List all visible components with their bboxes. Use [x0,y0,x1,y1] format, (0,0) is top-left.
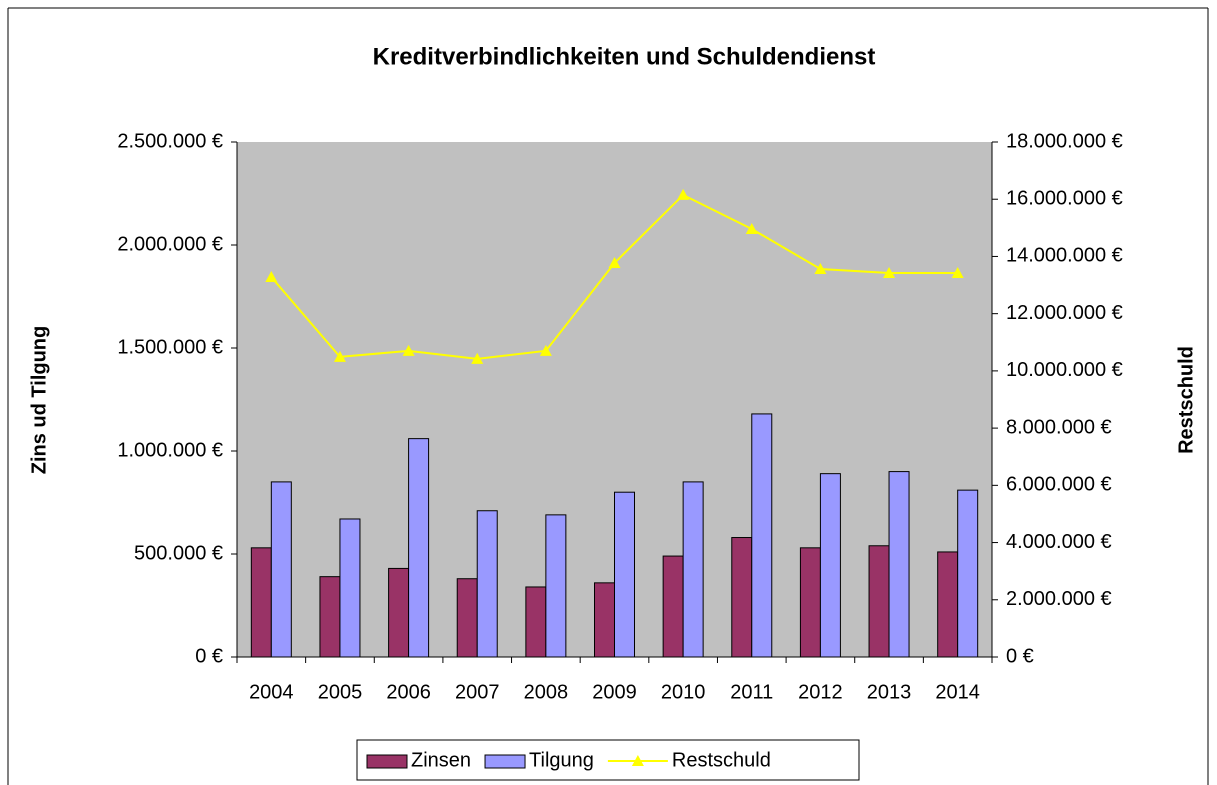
x-tick-label: 2011 [730,681,773,703]
legend-label: Tilgung [529,749,594,771]
legend-marker [631,755,644,766]
y2-tick-label: 14.000.000 € [1006,245,1123,267]
marker [608,257,621,269]
y2-tick-label: 4.000.000 € [1006,531,1112,553]
x-tick-label: 2013 [867,681,912,703]
bar [456,578,478,658]
chart-title: Kreditverbindlichkeiten und Schuldendien… [373,43,876,70]
marker [951,267,964,279]
x-tick-label: 2006 [386,681,431,703]
y2-tick-label: 8.000.000 € [1006,416,1112,438]
y2-axis-title: Restschuld [1175,346,1197,454]
y-tick-label: 0 € [195,645,223,667]
x-tick-label: 2005 [318,681,363,703]
bar [682,481,704,658]
bar [339,518,361,658]
y-tick-label: 1.000.000 € [117,439,223,461]
bar [751,413,773,658]
marker [333,350,346,362]
bar [388,567,410,658]
y-tick-label: 500.000 € [134,542,223,564]
x-tick-label: 2010 [661,681,706,703]
marker [402,344,415,356]
marker [745,222,758,234]
legend-swatch [484,754,526,769]
bar [937,551,959,658]
bar [525,586,547,658]
y2-tick-label: 16.000.000 € [1006,188,1123,210]
marker [265,271,278,283]
y2-tick-label: 2.000.000 € [1006,588,1112,610]
bar [476,510,498,658]
x-tick-label: 2007 [455,681,500,703]
bar [957,489,979,658]
bar [594,582,615,658]
y2-tick-label: 6.000.000 € [1006,474,1112,496]
bar [614,491,635,658]
x-tick-label: 2009 [592,681,637,703]
bar [545,514,567,658]
bar [662,555,684,658]
bar [408,438,430,658]
bar [250,547,272,658]
bar [868,545,890,658]
marker [814,263,827,275]
y-axis-title: Zins ud Tilgung [28,326,50,475]
legend [356,739,860,781]
y-tick-label: 2.000.000 € [117,233,223,255]
y2-tick-label: 18.000.000 € [1006,130,1123,152]
x-tick-label: 2008 [524,681,569,703]
legend-swatch [366,754,408,769]
x-tick-label: 2014 [935,681,980,703]
legend-label: Zinsen [411,749,471,771]
y-tick-label: 2.500.000 € [117,130,223,152]
x-tick-label: 2004 [249,681,294,703]
marker [471,352,484,364]
legend-label: Restschuld [672,749,771,771]
bar [799,547,821,658]
x-tick-label: 2012 [798,681,843,703]
y-tick-label: 1.500.000 € [117,336,223,358]
marker [883,267,896,279]
bar [888,471,910,658]
marker [677,188,690,200]
bar [819,473,841,658]
y2-tick-label: 12.000.000 € [1006,302,1123,324]
y2-tick-label: 0 € [1006,645,1034,667]
marker [539,344,552,356]
bar [731,537,753,658]
bar [270,481,292,658]
y2-tick-label: 10.000.000 € [1006,359,1123,381]
bar [319,576,341,658]
